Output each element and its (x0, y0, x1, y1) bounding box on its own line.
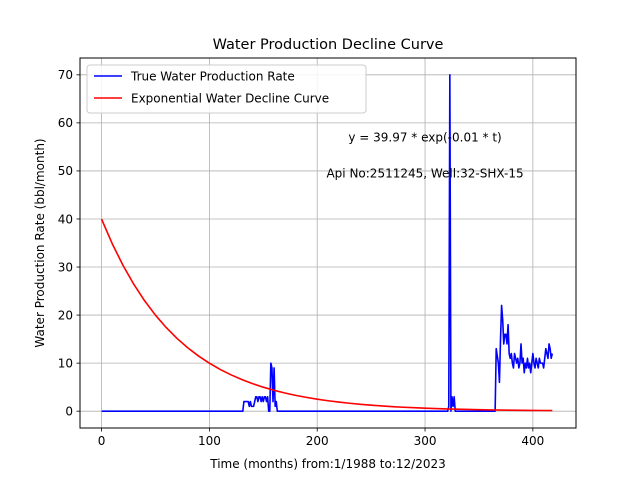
y-tick-label: 30 (58, 260, 73, 274)
legend-label-true-rate: True Water Production Rate (130, 70, 295, 84)
x-tick-label: 400 (521, 434, 544, 448)
legend-label-decline-curve: Exponential Water Decline Curve (131, 92, 329, 106)
y-tick-label: 0 (65, 404, 73, 418)
y-tick-label: 50 (58, 164, 73, 178)
x-axis-label: Time (months) from:1/1988 to:12/2023 (209, 457, 446, 471)
plot-series (100, 74, 554, 412)
x-tick-label: 300 (414, 434, 437, 448)
y-tick-label: 40 (58, 212, 73, 226)
decline-equation-annotation: y = 39.97 * exp(-0.01 * t) (348, 130, 501, 144)
exponential-decline-curve-line (100, 218, 553, 412)
well-info-annotation: Api No:2511245, Well:32-SHX-15 (326, 166, 523, 180)
chart-title: Water Production Decline Curve (213, 37, 444, 53)
y-tick-label: 20 (58, 308, 73, 322)
grid-lines (80, 58, 576, 428)
legend: True Water Production Rate Exponential W… (86, 64, 367, 114)
axis-ticks: 0 100 200 300 400 0 10 20 30 40 50 60 70 (58, 68, 545, 448)
y-tick-label: 70 (58, 68, 73, 82)
y-tick-label: 10 (58, 356, 73, 370)
y-axis-label: Water Production Rate (bbl/month) (33, 138, 47, 347)
plot-area-frame (79, 57, 577, 429)
true-water-production-rate-line (101, 74, 554, 412)
legend-box (86, 64, 367, 114)
x-tick-label: 0 (98, 434, 106, 448)
x-tick-label: 100 (198, 434, 221, 448)
x-tick-label: 200 (306, 434, 329, 448)
y-tick-label: 60 (58, 116, 73, 130)
